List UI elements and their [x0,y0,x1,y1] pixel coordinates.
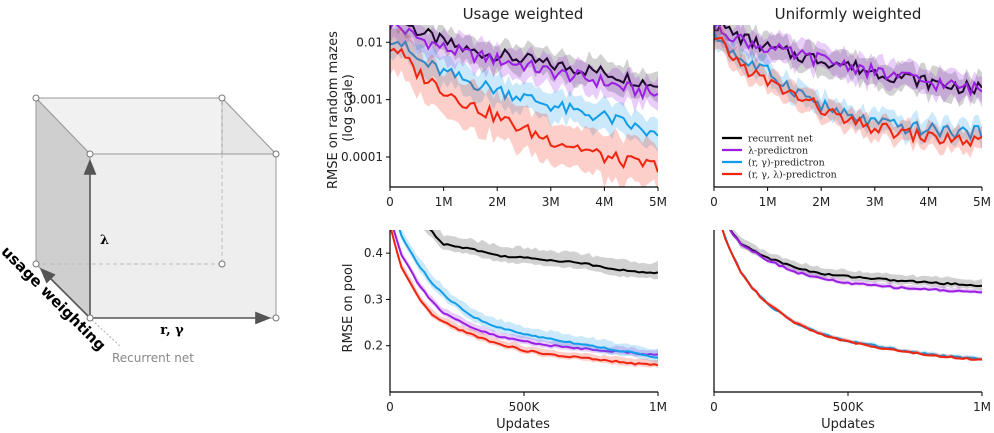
plot-area [714,25,982,159]
series-line-recurrent [405,25,658,88]
series-line-lambda [728,230,982,294]
y-tick-label: 0.01 [356,35,383,49]
x-tick-label: 5M [649,195,667,209]
x-tick-label: 5M [973,195,991,209]
chart-usage-weighted-pool: RMSE on pool Updates 0 500K 1M 0.2 0.3 0.4 [341,230,667,432]
cube-front-face [89,153,277,319]
plot-area [390,25,658,187]
x-tick-label: 2M [488,195,506,209]
x-tick-label: 0 [386,195,394,209]
series-band-rg [398,230,658,363]
legend-label-recurrent: recurrent net [748,134,813,145]
series-line-recurrent [429,230,658,275]
series-line-rgl [390,47,658,173]
legend-label-rg: (r, γ)-predictron [748,158,825,169]
series-band-recurrent [390,25,658,103]
x-tick-label: 1M [435,195,453,209]
series-line-rgl [714,36,982,148]
series-line-lambda [392,230,658,356]
cube-vertices [32,94,280,322]
x-tick-label: 2M [812,195,830,209]
legend-label-rgl: (r, γ, λ)-predictron [748,170,837,181]
x-tick-label: 1M [649,400,667,414]
usage-arrow [39,267,89,317]
chart-uniformly-weighted-pool: Updates 0 500K 1M [710,230,991,432]
series-line-rg [390,39,658,138]
series-line-rg [714,31,982,142]
series-band-recurrent [728,230,982,290]
x-tick-label: 0 [710,400,718,414]
series-line-lambda [714,25,982,98]
chart-uniformly-weighted-mazes: Uniformly weighted 0 1M 2M 3M 4M 5M recurrent … [710,5,991,209]
y-axis-label: RMSE on pool [341,264,356,353]
x-tick-label: 0 [710,195,718,209]
x-axis-label: Updates [821,417,875,432]
plot-area [390,230,658,368]
series-line-rgl [390,230,658,367]
x-axis-label: Updates [496,417,550,432]
y-axis-label: RMSE on random mazes (log scale) [326,27,356,189]
series-line-recurrent [729,230,982,288]
lambda-axis-label: λ [100,233,109,248]
y-tick-label: 0.0001 [341,150,383,164]
plot-area [721,230,982,362]
series-band-rg [390,27,658,153]
x-tick-label: 0 [386,400,394,414]
recurrent-net-note: Recurrent net [112,351,194,365]
series-band-rgl [714,25,982,159]
x-tick-label: 4M [595,195,613,209]
y-tick-label: 0.3 [364,292,383,306]
y-tick-label: 0.4 [364,246,383,260]
cube-diagram: λ r, γ usage weighting Recurrent net [0,94,280,365]
x-tick-label: 3M [866,195,884,209]
y-axis-label-line: (log scale) [341,74,356,142]
x-tick-label: 500K [509,400,541,414]
x-tick-label: 1M [973,400,991,414]
legend-label-lambda: λ-predictron [748,146,808,157]
chart-usage-weighted-mazes: Usage weighted RMSE on random mazes (log… [326,5,667,209]
x-tick-label: 500K [833,400,865,414]
series-band-rg [714,25,982,151]
series-band-recurrent [423,230,658,280]
chart-title: Uniformly weighted [775,5,922,23]
x-tick-label: 3M [542,195,560,209]
x-tick-label: 1M [759,195,777,209]
x-tick-label: 4M [919,195,937,209]
rg-axis-label: r, γ [160,323,184,338]
series-band-rgl [390,26,658,187]
y-axis-label-line: RMSE on random mazes [326,31,341,189]
chart-title: Usage weighted [463,5,584,23]
series-line-lambda [390,25,658,101]
series-line-rgl [721,230,982,361]
series-line-rg [398,230,658,359]
y-tick-label: 0.001 [349,93,383,107]
y-tick-label: 0.2 [364,339,383,353]
series-band-lambda [729,230,982,295]
